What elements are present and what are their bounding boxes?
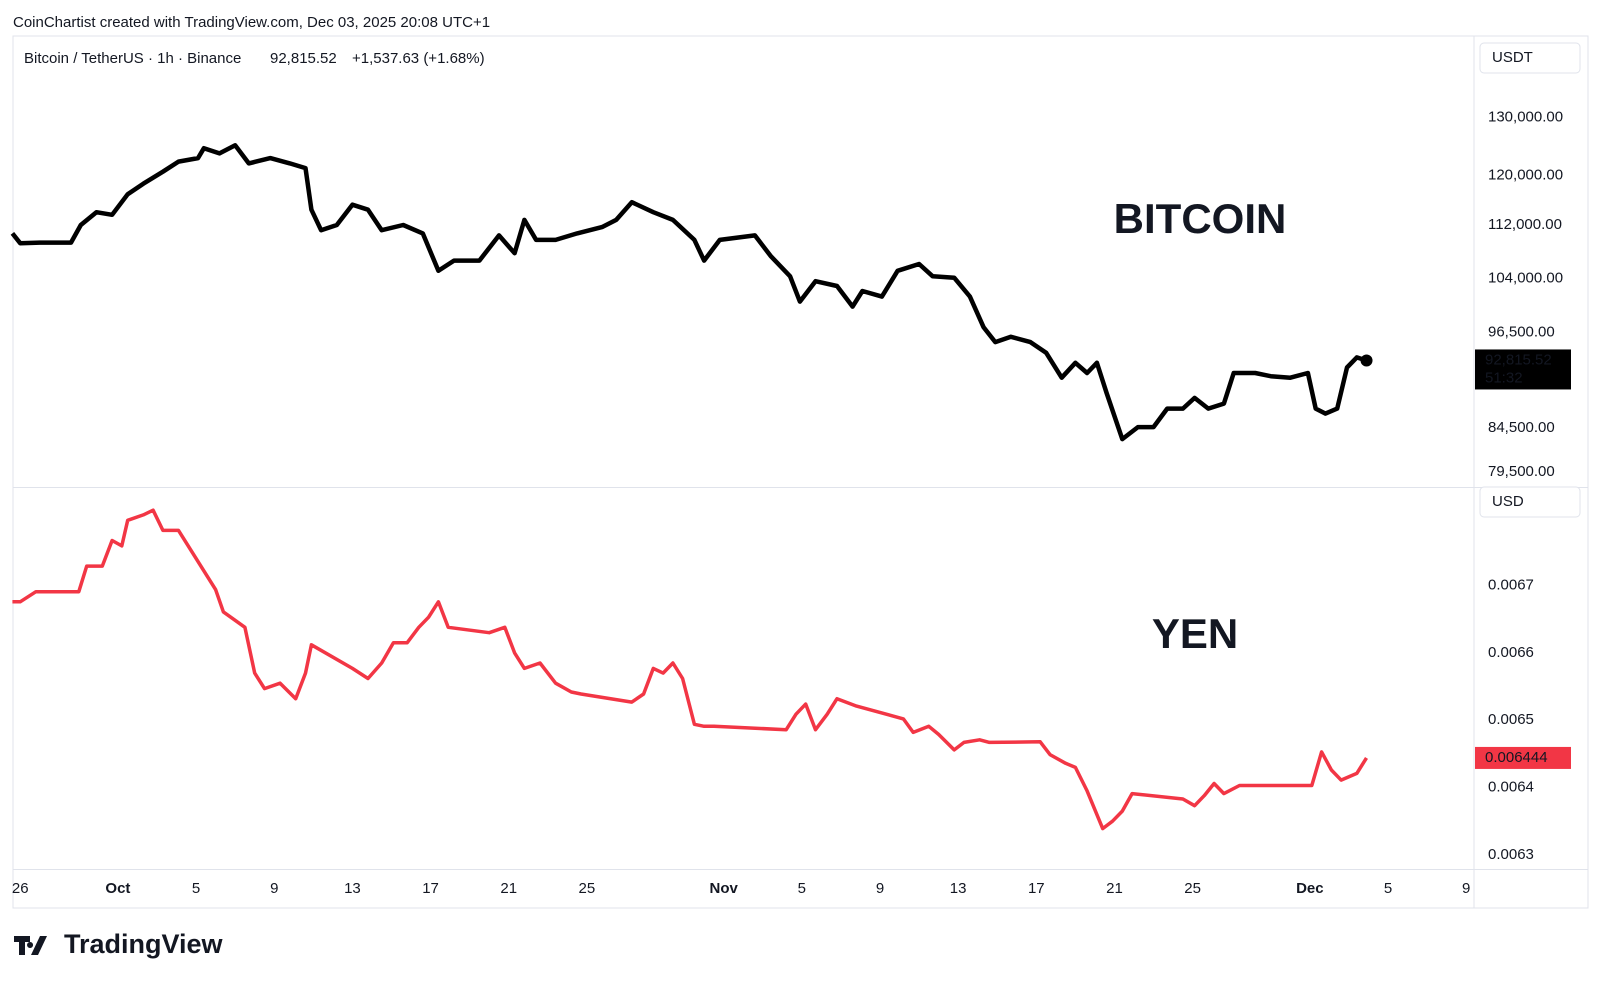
unit-box xyxy=(1479,42,1581,74)
x-tick-label: 26 xyxy=(12,880,29,897)
x-tick-label: 5 xyxy=(798,880,806,897)
x-tick-label: Nov xyxy=(709,880,738,897)
legend-price: 92,815.52 xyxy=(270,50,337,67)
x-tick-label: 9 xyxy=(1462,880,1470,897)
x-tick-label: 9 xyxy=(270,880,278,897)
x-tick-label: Oct xyxy=(105,880,130,897)
annotation: BITCOIN xyxy=(1114,195,1287,242)
y-tick-label: 84,500.00 xyxy=(1488,419,1555,436)
y-tick-label: 0.0063 xyxy=(1488,846,1534,863)
y-tick-label: 120,000.00 xyxy=(1488,166,1563,183)
price-tag-label: 92,815.52 xyxy=(1485,351,1552,368)
y-tick-label: 0.0067 xyxy=(1488,577,1534,594)
countdown: 51:32 xyxy=(1485,369,1523,386)
x-tick-label: 13 xyxy=(344,880,361,897)
x-tick-label: Dec xyxy=(1296,880,1324,897)
series-line xyxy=(10,143,1368,442)
x-tick-label: 9 xyxy=(876,880,884,897)
x-tick-label: 25 xyxy=(579,880,596,897)
series-line xyxy=(12,508,1368,831)
chart-title: Bitcoin / TetherUS · 1h · Binance xyxy=(24,50,241,67)
y-tick-label: 130,000.00 xyxy=(1488,109,1563,126)
last-point xyxy=(1360,354,1373,367)
y-tick-label: 96,500.00 xyxy=(1488,323,1555,340)
y-tick-label: 0.0065 xyxy=(1488,711,1534,728)
header: CoinChartist created with TradingView.co… xyxy=(13,14,490,31)
x-tick-label: 17 xyxy=(422,880,439,897)
y-tick-label: 0.0066 xyxy=(1488,644,1534,661)
unit-label: USDT xyxy=(1492,49,1533,66)
logo-icon xyxy=(14,936,47,955)
annotation: YEN xyxy=(1152,610,1238,657)
legend-change: +1,537.63 (+1.68%) xyxy=(352,50,485,67)
x-tick-label: 21 xyxy=(500,880,517,897)
y-tick-label: 104,000.00 xyxy=(1488,269,1563,286)
logo: TradingView xyxy=(14,929,224,959)
x-tick-label: 17 xyxy=(1028,880,1045,897)
unit-box xyxy=(1479,486,1581,518)
x-tick-label: 5 xyxy=(192,880,200,897)
x-tick-label: 25 xyxy=(1184,880,1201,897)
unit-label: USD xyxy=(1492,493,1524,510)
y-tick-label: 79,500.00 xyxy=(1488,463,1555,480)
price-tag-label: 0.006444 xyxy=(1485,749,1548,766)
x-tick-label: 5 xyxy=(1384,880,1392,897)
x-tick-label: 13 xyxy=(950,880,967,897)
x-tick-label: 21 xyxy=(1106,880,1123,897)
y-tick-label: 0.0064 xyxy=(1488,779,1534,796)
chart-frame xyxy=(12,35,1589,909)
price-tag xyxy=(1475,746,1571,769)
logo-text: TradingView xyxy=(64,929,224,959)
y-tick-label: 112,000.00 xyxy=(1488,216,1562,233)
price-tag xyxy=(1475,349,1571,390)
